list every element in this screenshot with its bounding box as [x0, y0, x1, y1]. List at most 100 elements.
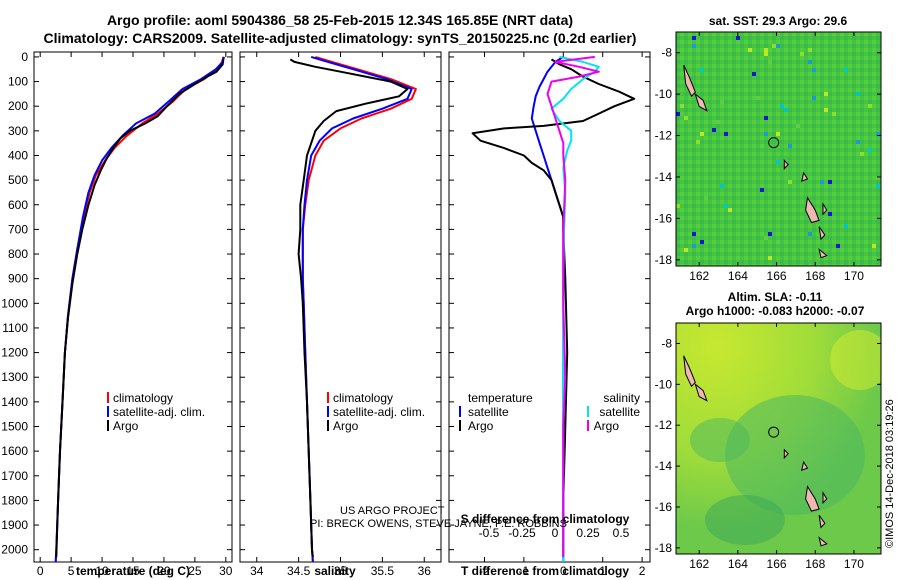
- legend-temp-satellite: satellite: [468, 405, 509, 419]
- sla-map-title-2: Argo h1000: -0.083 h2000: -0.07: [686, 304, 865, 318]
- depth-tick-label: 1100: [2, 321, 28, 335]
- sst-pixel: [808, 60, 812, 64]
- sst-islands: [683, 64, 828, 259]
- island: [822, 490, 828, 505]
- island: [805, 485, 820, 512]
- x-tick-label: 10: [95, 564, 109, 578]
- x-tick-label: 25: [188, 564, 202, 578]
- x-tick-label: 2: [639, 564, 646, 578]
- sst-pixel: [700, 68, 704, 72]
- sst-pixel: [772, 44, 776, 48]
- series-climatology-line: [54, 56, 225, 563]
- island: [801, 460, 809, 471]
- x2-tick-label: 0.5: [613, 526, 630, 540]
- sst-pixel: [720, 100, 724, 104]
- sst-pixel: [836, 244, 840, 248]
- sst-pixel: [824, 108, 828, 112]
- sst-pixel: [692, 36, 696, 40]
- sst-pixel: [856, 140, 860, 144]
- sla-map-title-1: Altim. SLA: -0.11: [728, 290, 823, 304]
- legend-salinity-heading: salinity: [603, 391, 640, 405]
- x2-tick-label: 0: [552, 526, 559, 540]
- sst-pixel: [860, 152, 864, 156]
- lon-tick-label: 162: [689, 269, 709, 283]
- sst-pixel: [800, 52, 804, 56]
- x-axes: 0 5 10 15 20 25 30 34 34.5 35 35.5 36 -2 -1 0 1 2 -0.5 -0.…: [37, 52, 646, 578]
- sst-pixel: [676, 204, 680, 208]
- x2-tick-label: -0.25: [508, 526, 536, 540]
- title-line-1: Argo profile: aoml 5904386_58 25-Feb-201…: [107, 12, 573, 28]
- sst-pixel: [776, 240, 780, 244]
- sla-map-frame: [675, 322, 882, 555]
- sst-pixel: [768, 232, 772, 236]
- profile-curves: [54, 55, 636, 563]
- sst-pixel: [684, 248, 688, 252]
- sst-pixel: [712, 128, 716, 132]
- series-satellite-adj-clim--line: [301, 55, 413, 563]
- series-salinity-satellite-line: [550, 55, 600, 562]
- sst-pixel: [832, 112, 836, 116]
- depth-tick-label: 600: [8, 198, 28, 212]
- sst-pixel: [868, 104, 872, 108]
- sst-pixel: [724, 132, 728, 136]
- lat-tick-label: -14: [655, 170, 673, 184]
- island: [835, 560, 841, 568]
- island: [805, 196, 820, 224]
- legend-satellite: satellite-adj. clim.: [113, 405, 205, 419]
- series-climatology-line: [301, 55, 417, 563]
- sst-pixel: [876, 132, 880, 136]
- sst-pixel: [704, 196, 708, 200]
- depth-tick-label: 900: [8, 272, 28, 286]
- lat-tick-label: -16: [655, 211, 673, 225]
- depth-tick-label: 700: [8, 222, 28, 236]
- sst-pixel: [760, 144, 764, 148]
- legend-sal-satellite: satellite: [599, 405, 640, 419]
- x-tick-label: 0: [37, 564, 44, 578]
- sst-pixel: [808, 48, 812, 52]
- series-argo-line: [289, 58, 409, 558]
- lat-tick-label: -12: [655, 418, 673, 432]
- depth-axis: 0 100 200 300 400 500 600 700 800 900 1000 1100 1200…: [1, 50, 650, 557]
- series-temperature-satellite-line: [530, 56, 565, 562]
- series-salinity-argo-line: [546, 55, 600, 558]
- island: [694, 92, 708, 112]
- series-argo-line: [55, 59, 225, 558]
- lat-tick-label: -16: [655, 500, 673, 514]
- sst-pixel: [776, 44, 780, 48]
- depth-tick-label: 0: [21, 50, 28, 64]
- lon-tick-label: 166: [767, 269, 787, 283]
- legend-argo: Argo: [333, 419, 359, 433]
- lon-tick-label: 164: [728, 269, 748, 283]
- lon-tick-label: 164: [728, 557, 748, 571]
- lon-tick-label: 166: [767, 557, 787, 571]
- difference-panel-frame: [448, 51, 651, 563]
- lon-tick-label: 162: [689, 557, 709, 571]
- island: [818, 226, 826, 241]
- sst-map-frame: [675, 31, 882, 267]
- sla-low-anomaly: [725, 395, 865, 515]
- lat-tick-label: -14: [655, 459, 673, 473]
- sst-pixels: [676, 36, 880, 260]
- sst-pixel: [788, 180, 792, 184]
- sst-pixel: [844, 68, 848, 72]
- sst-tint: [676, 32, 881, 266]
- argo-float-marker: [768, 137, 780, 149]
- sst-pixel: [716, 120, 720, 124]
- depth-tick-label: 800: [8, 247, 28, 261]
- lon-tick-label: 170: [844, 557, 864, 571]
- sst-pixel: [856, 92, 860, 96]
- sla-low-anomaly: [690, 418, 750, 462]
- sst-pixel: [684, 116, 688, 120]
- depth-tick-label: 1200: [1, 346, 28, 360]
- title-line-2: Climatology: CARS2009. Satellite-adjuste…: [44, 30, 637, 46]
- sst-pixel: [752, 72, 756, 76]
- sst-pixel: [820, 180, 824, 184]
- lat-tick-label: -8: [661, 46, 672, 60]
- sst-pixel: [680, 104, 684, 108]
- depth-tick-label: 200: [8, 99, 28, 113]
- island: [683, 64, 696, 98]
- sst-pixel: [768, 60, 772, 64]
- legend-climatology: climatology: [113, 391, 173, 405]
- depth-tick-label: 100: [8, 75, 28, 89]
